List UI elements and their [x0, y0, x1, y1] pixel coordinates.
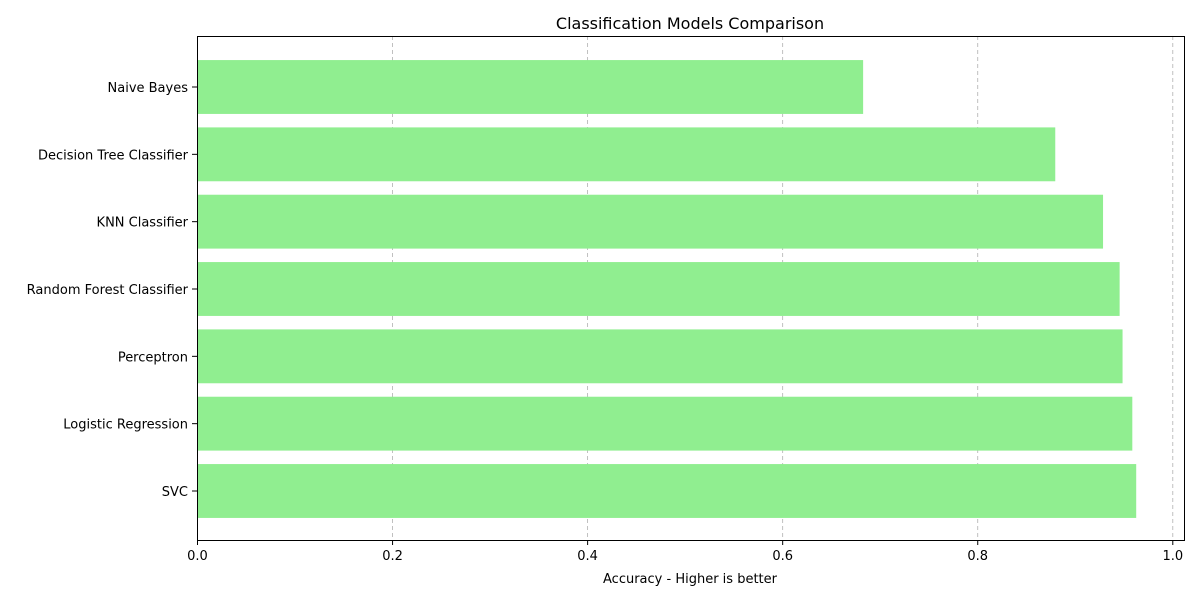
y-tick-label: SVC: [162, 485, 188, 500]
x-tick-label: 0.6: [772, 549, 793, 564]
bar: [197, 127, 1056, 182]
y-axis-ticks: SVC Logistic Regression Perceptron Random F…: [27, 81, 197, 500]
y-tick-label: Naive Bayes: [108, 81, 189, 96]
bar: [197, 60, 864, 114]
chart-title: Classification Models Comparison: [556, 14, 824, 33]
bar: [197, 194, 1104, 249]
x-tick-label: 0.8: [967, 549, 988, 564]
x-tick-label: 0.4: [577, 549, 598, 564]
x-tick-label: 0.0: [187, 549, 208, 564]
y-tick-label: Random Forest Classifier: [27, 283, 189, 298]
x-axis-ticks: 0.0 0.2 0.4 0.6 0.8 1.0: [187, 540, 1183, 564]
bar: [197, 262, 1120, 316]
x-axis-label: Accuracy - Higher is better: [603, 572, 778, 587]
plot-frame: [197, 36, 1185, 541]
y-tick-label: Perceptron: [118, 350, 188, 365]
bar: [197, 329, 1123, 384]
bar: [197, 464, 1137, 518]
x-tick-label: 0.2: [382, 549, 403, 564]
y-tick-label: Decision Tree Classifier: [38, 148, 189, 163]
y-tick-label: Logistic Regression: [63, 418, 188, 433]
bars: [197, 60, 1137, 518]
bar: [197, 396, 1133, 451]
x-tick-label: 1.0: [1162, 549, 1183, 564]
y-tick-label: KNN Classifier: [97, 216, 189, 231]
